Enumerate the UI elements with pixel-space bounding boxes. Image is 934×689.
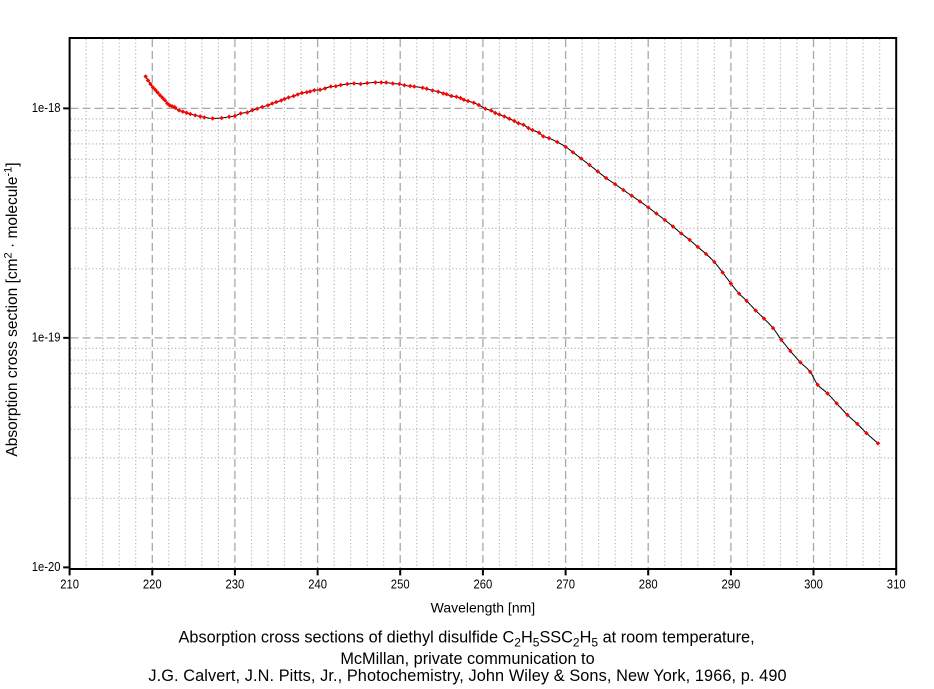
svg-text:J.G. Calvert, J.N. Pitts, Jr.,: J.G. Calvert, J.N. Pitts, Jr., Photochem… <box>148 667 786 685</box>
svg-text:260: 260 <box>474 577 493 592</box>
svg-text:280: 280 <box>639 577 658 592</box>
svg-text:210: 210 <box>60 577 79 592</box>
svg-text:1e-18: 1e-18 <box>32 100 61 115</box>
svg-text:270: 270 <box>556 577 575 592</box>
svg-text:Absorption cross sections of d: Absorption cross sections of diethyl dis… <box>179 628 755 649</box>
svg-text:300: 300 <box>804 577 823 592</box>
svg-text:1e-20: 1e-20 <box>32 559 61 574</box>
svg-text:McMillan, private communicatio: McMillan, private communication to <box>340 650 594 668</box>
svg-text:250: 250 <box>391 577 410 592</box>
svg-text:1e-19: 1e-19 <box>32 330 61 345</box>
svg-text:Absorption cross section [cm2: Absorption cross section [cm2 · molecule… <box>3 162 22 456</box>
svg-text:220: 220 <box>143 577 162 592</box>
svg-text:230: 230 <box>226 577 245 592</box>
svg-text:Wavelength [nm]: Wavelength [nm] <box>431 600 536 616</box>
svg-text:240: 240 <box>308 577 327 592</box>
svg-text:290: 290 <box>722 577 741 592</box>
svg-text:310: 310 <box>887 577 906 592</box>
